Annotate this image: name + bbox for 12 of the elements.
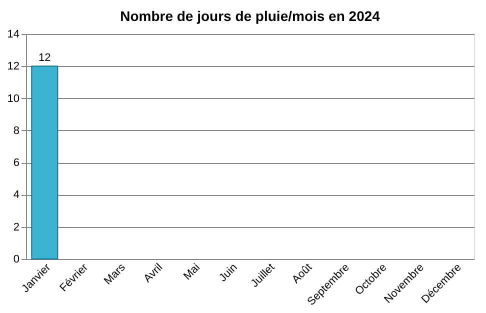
y-tick-label: 8 <box>13 124 20 137</box>
y-tick-label: 6 <box>13 157 20 170</box>
y-tick-label: 2 <box>13 221 20 234</box>
y-tick-label: 14 <box>7 28 20 40</box>
y-tick-label: 12 <box>7 60 20 73</box>
x-tick-label: Mai <box>181 262 202 283</box>
x-tick-label: Juin <box>217 262 240 284</box>
y-tick-label: 0 <box>13 254 20 266</box>
chart-title: Nombre de jours de pluie/mois en 2024 <box>120 8 380 24</box>
y-tick-label: 10 <box>7 92 20 105</box>
y-tick-label: 4 <box>13 189 20 202</box>
data-label: 12 <box>38 52 51 64</box>
